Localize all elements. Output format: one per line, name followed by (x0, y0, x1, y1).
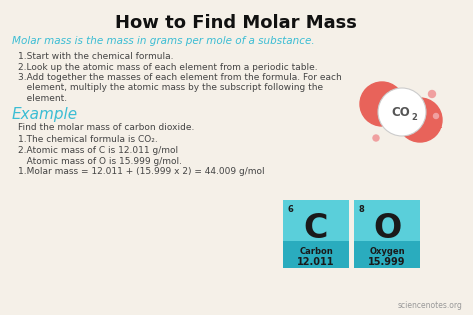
Circle shape (360, 82, 404, 126)
FancyBboxPatch shape (354, 241, 420, 268)
Text: element.: element. (18, 94, 67, 103)
Text: Molar mass is the mass in grams per mole of a substance.: Molar mass is the mass in grams per mole… (12, 36, 315, 46)
Text: 1.Start with the chemical formula.: 1.Start with the chemical formula. (18, 52, 174, 61)
Text: How to Find Molar Mass: How to Find Molar Mass (115, 14, 357, 32)
Text: 8: 8 (358, 205, 364, 214)
Text: 12.011: 12.011 (297, 257, 335, 267)
Text: 1.Molar mass = 12.011 + (15.999 x 2) = 44.009 g/mol: 1.Molar mass = 12.011 + (15.999 x 2) = 4… (18, 167, 264, 176)
Circle shape (378, 88, 426, 136)
Text: 1.The chemical formula is CO₂.: 1.The chemical formula is CO₂. (18, 135, 158, 145)
Text: O: O (373, 211, 401, 244)
Circle shape (429, 90, 436, 98)
Text: Carbon: Carbon (299, 248, 333, 256)
Text: sciencenotes.org: sciencenotes.org (397, 301, 462, 310)
Text: Example: Example (12, 107, 78, 123)
Text: 6: 6 (287, 205, 293, 214)
Text: 2.Look up the atomic mass of each element from a periodic table.: 2.Look up the atomic mass of each elemen… (18, 62, 318, 72)
Text: element, multiply the atomic mass by the subscript following the: element, multiply the atomic mass by the… (18, 83, 323, 93)
Text: CO: CO (392, 106, 411, 119)
Text: Oxygen: Oxygen (369, 248, 405, 256)
Circle shape (373, 135, 379, 141)
Text: 3.Add together the masses of each element from the formula. For each: 3.Add together the masses of each elemen… (18, 73, 342, 82)
Text: +: + (434, 123, 442, 133)
Text: 2: 2 (411, 112, 417, 122)
FancyBboxPatch shape (354, 200, 420, 241)
Text: Atomic mass of O is 15.999 g/mol.: Atomic mass of O is 15.999 g/mol. (18, 157, 182, 165)
Text: 2.Atomic mass of C is 12.011 g/mol: 2.Atomic mass of C is 12.011 g/mol (18, 146, 178, 155)
Circle shape (433, 113, 438, 118)
Circle shape (398, 98, 442, 142)
Text: Find the molar mass of carbon dioxide.: Find the molar mass of carbon dioxide. (18, 123, 194, 133)
FancyBboxPatch shape (283, 241, 349, 268)
Text: 15.999: 15.999 (368, 257, 406, 267)
FancyBboxPatch shape (283, 200, 349, 241)
Text: C: C (304, 211, 328, 244)
